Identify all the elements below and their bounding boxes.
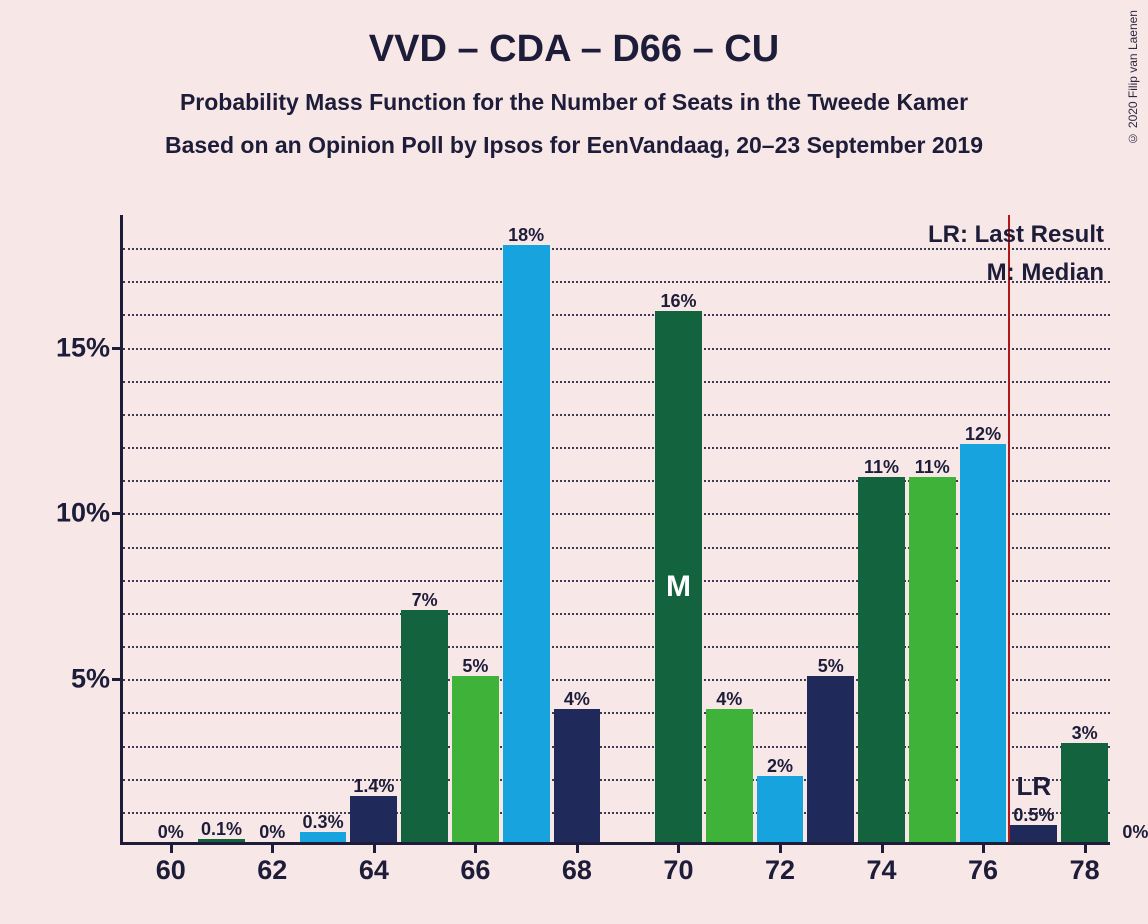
bar-value-label: 5% [818,656,844,677]
x-tick-label: 76 [968,855,998,886]
gridline [123,348,1110,350]
bar-value-label: 5% [462,656,488,677]
bar-value-label: 4% [716,689,742,710]
bar-value-label: 0% [259,822,285,843]
x-tick-label: 60 [156,855,186,886]
median-marker: M [666,570,691,604]
bar [757,776,804,842]
bar [452,676,499,842]
bar-value-label: 16% [660,291,696,312]
y-tick-label: 5% [20,664,110,695]
bar-value-label: 0% [1122,822,1148,843]
legend-median: M: Median [987,259,1104,287]
chart-plot-area: 5%10%15%606264666870727476780%0.1%0%0.3%… [120,215,1110,845]
x-tick-label: 72 [765,855,795,886]
gridline [123,414,1110,416]
bar-value-label: 4% [564,689,590,710]
y-axis [120,215,123,845]
bar-value-label: 12% [965,424,1001,445]
copyright-text: © 2020 Filip van Laenen [1126,10,1140,145]
chart-subtitle: Probability Mass Function for the Number… [0,71,1148,116]
x-tick-mark [271,845,274,853]
x-tick-label: 74 [867,855,897,886]
x-tick-mark [982,845,985,853]
bar [909,477,956,842]
x-tick-mark [170,845,173,853]
y-tick-mark [112,678,120,681]
x-tick-label: 64 [359,855,389,886]
x-tick-mark [677,845,680,853]
bar [401,610,448,842]
bar [1061,743,1108,842]
chart-title: VVD – CDA – D66 – CU [0,0,1148,71]
bar [503,245,550,842]
x-tick-mark [373,845,376,853]
bar-value-label: 3% [1072,723,1098,744]
gridline [123,381,1110,383]
bar-value-label: 0% [158,822,184,843]
last-result-marker: LR [1017,771,1052,802]
y-tick-mark [112,512,120,515]
x-tick-label: 62 [257,855,287,886]
bar [554,709,601,842]
bar [960,444,1007,842]
bar-value-label: 0.3% [303,812,344,833]
chart-subtitle-2: Based on an Opinion Poll by Ipsos for Ee… [0,116,1148,159]
x-tick-mark [779,845,782,853]
bar-value-label: 2% [767,756,793,777]
bar-value-label: 7% [412,590,438,611]
bar-value-label: 0.1% [201,819,242,840]
bar [706,709,753,842]
x-tick-mark [576,845,579,853]
bar [807,676,854,842]
x-tick-label: 66 [460,855,490,886]
y-tick-label: 10% [20,498,110,529]
bar-value-label: 0.5% [1013,805,1054,826]
legend-last-result: LR: Last Result [928,221,1104,249]
last-result-line [1008,215,1010,842]
bar-value-label: 1.4% [353,776,394,797]
bar [858,477,905,842]
y-tick-label: 15% [20,332,110,363]
x-tick-label: 78 [1070,855,1100,886]
bar-value-label: 11% [915,457,950,478]
bar [350,796,397,842]
bar [1010,825,1057,842]
x-tick-mark [881,845,884,853]
gridline [123,281,1110,283]
bar [300,832,347,842]
x-tick-mark [1084,845,1087,853]
x-tick-mark [474,845,477,853]
bar-value-label: 18% [508,225,544,246]
y-tick-mark [112,347,120,350]
x-tick-label: 68 [562,855,592,886]
x-tick-label: 70 [663,855,693,886]
gridline [123,314,1110,316]
bar-value-label: 11% [864,457,899,478]
